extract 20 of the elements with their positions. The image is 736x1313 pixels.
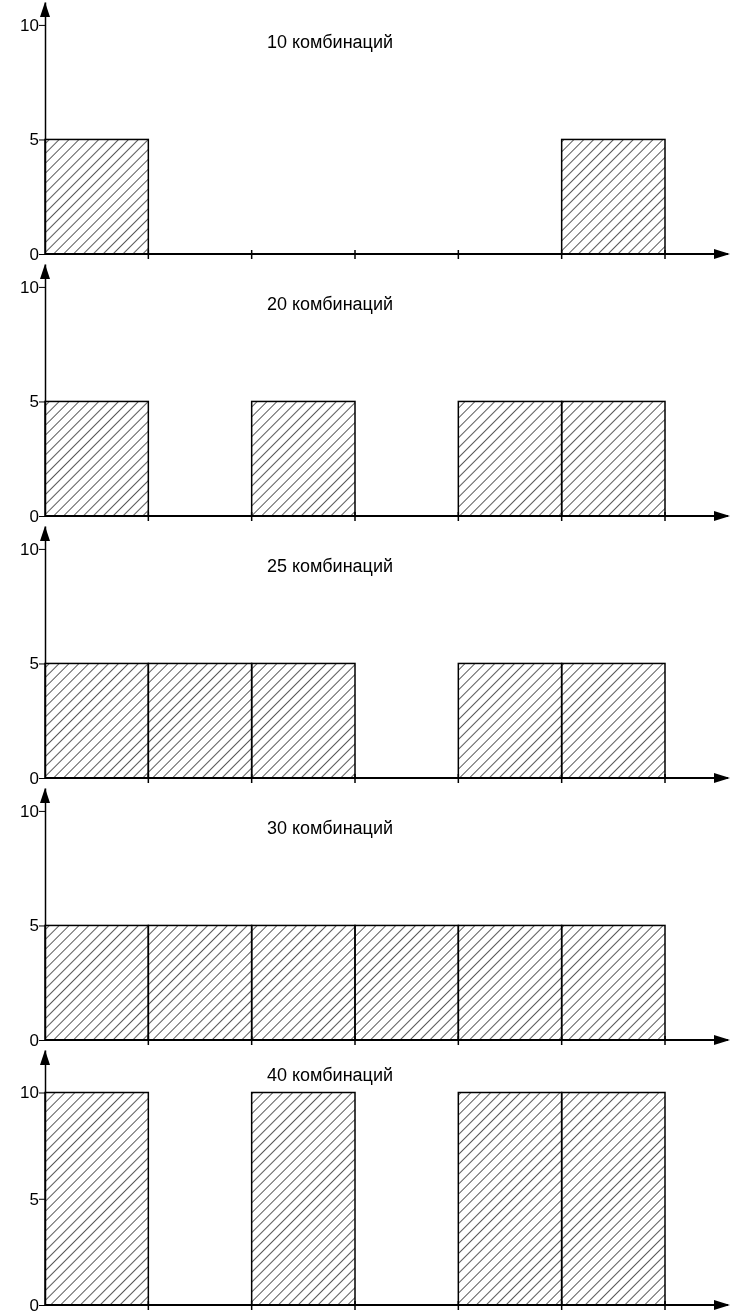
y-tick-label: 5: [29, 1189, 39, 1209]
y-tick-label: 5: [29, 654, 39, 674]
text: 30 комбинаций: [266, 818, 394, 838]
y-tick-label: 10: [20, 15, 39, 35]
y-tick-label: 0: [29, 768, 39, 788]
y-tick-label: 10: [20, 539, 39, 559]
y-tick-label: 0: [29, 1295, 39, 1313]
text: 40 комбинаций: [266, 1064, 394, 1085]
y-tick-label: 0: [29, 1030, 39, 1050]
y-tick-label: 5: [29, 392, 39, 412]
y-tick-label: 10: [20, 801, 39, 821]
y-tick-label: 0: [29, 244, 39, 264]
y-tick-label: 0: [29, 506, 39, 526]
y-tick-label: 10: [20, 277, 39, 297]
y-tick-label: 10: [20, 1083, 39, 1103]
text: 25 комбинаций: [266, 556, 394, 576]
text: 10 комбинаций: [266, 32, 394, 52]
y-tick-label: 5: [29, 130, 39, 150]
text: 20 комбинаций: [266, 294, 394, 314]
y-tick-label: 5: [29, 916, 39, 936]
